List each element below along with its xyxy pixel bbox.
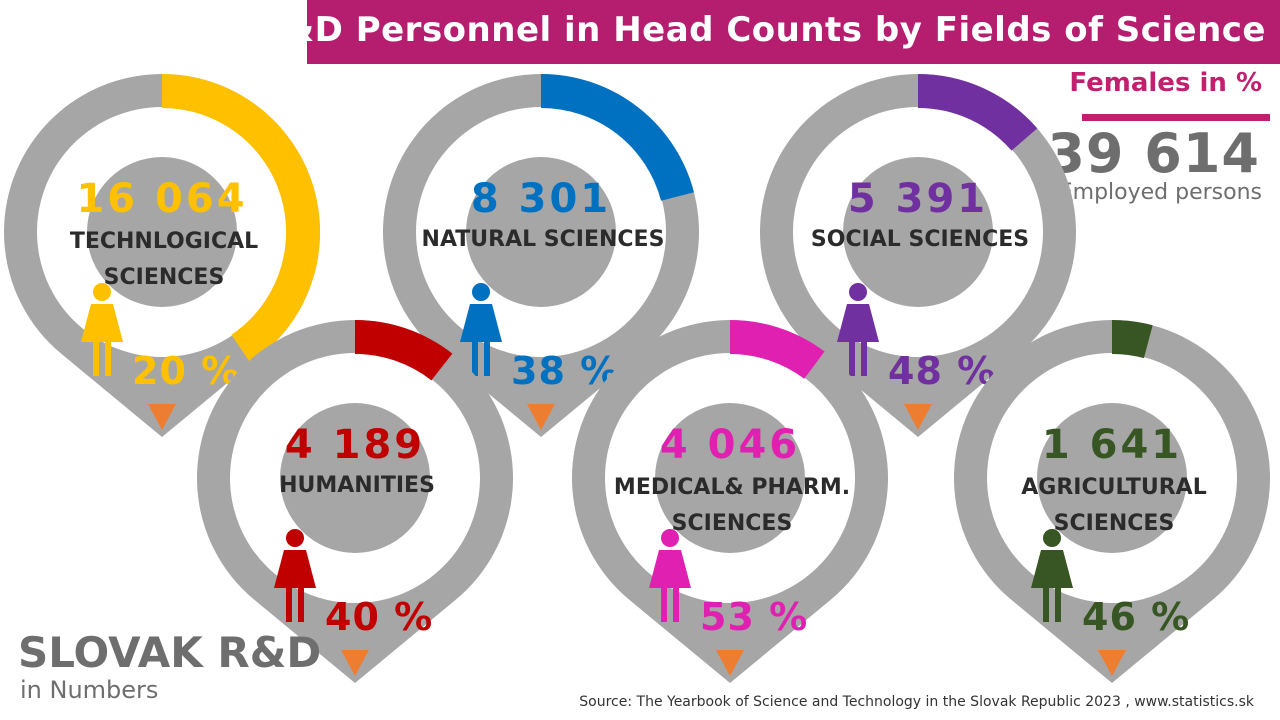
female-figure-icon [837, 283, 879, 376]
pin-pointer [341, 650, 369, 676]
field-label: SCIENCES [1054, 511, 1175, 536]
chart-title: R&D Personnel in Head Counts by Fields o… [257, 10, 1266, 50]
female-figure-icon [81, 283, 123, 376]
share-arc [729, 320, 825, 379]
field-count: 5 391 [848, 176, 988, 222]
total-employed-value: 39 614 [1047, 122, 1260, 185]
pin-pointer [1098, 650, 1126, 676]
pin-pointer [904, 404, 932, 430]
pin-hub [655, 403, 805, 553]
field-pin: 16 064 TECHNLOGICAL SCIENCES 20 % [3, 74, 321, 438]
female-percent: 48 % [888, 349, 996, 393]
title-bar: R&D Personnel in Head Counts by Fields o… [258, 0, 1280, 64]
source-note: Source: The Yearbook of Science and Tech… [579, 694, 1254, 710]
field-label: SCIENCES [672, 511, 793, 536]
legend-rule [1082, 114, 1270, 121]
pin-hub [843, 157, 993, 307]
field-label: MEDICAL& PHARM. [614, 475, 850, 500]
female-percent: 38 % [511, 349, 619, 393]
field-label: NATURAL SCIENCES [422, 227, 665, 252]
share-arc [917, 74, 1038, 151]
female-percent: 46 % [1082, 595, 1190, 639]
female-percent: 40 % [325, 595, 433, 639]
female-figure-icon [274, 529, 316, 622]
share-arc [161, 74, 321, 363]
female-figure-icon [460, 283, 502, 376]
field-count: 16 064 [76, 176, 247, 222]
pin-pointer [148, 404, 176, 430]
brand-title: SLOVAK R&D [18, 628, 322, 677]
field-count: 4 189 [285, 422, 425, 468]
field-label: TECHNLOGICAL [70, 229, 258, 254]
field-count: 8 301 [471, 176, 611, 222]
field-pin: 4 189 HUMANITIES 40 % [197, 320, 513, 683]
field-pin: 4 046 MEDICAL& PHARM. SCIENCES 53 % [572, 320, 888, 683]
field-pin: 5 391 SOCIAL SCIENCES 48 % [760, 74, 1076, 437]
field-pin: 1 641 AGRICULTURAL SCIENCES 46 % [953, 319, 1270, 683]
field-label: SOCIAL SCIENCES [811, 227, 1029, 252]
pin-hub [280, 403, 430, 553]
pin-hub [87, 157, 237, 307]
field-count: 1 641 [1042, 422, 1182, 468]
field-label: SCIENCES [104, 265, 225, 290]
pin-pointer [716, 650, 744, 676]
field-count: 4 046 [660, 422, 800, 468]
pin-hub [1037, 403, 1187, 553]
female-percent: 20 % [132, 349, 240, 393]
field-label: AGRICULTURAL [1021, 475, 1206, 500]
share-arc [540, 74, 694, 202]
field-pin: 8 301 NATURAL SCIENCES 38 % [383, 74, 699, 437]
female-figure-icon [649, 529, 691, 622]
share-arc [1111, 319, 1153, 359]
pin-hub [466, 157, 616, 307]
female-percent: 53 % [700, 595, 808, 639]
legend-label: Females in % [1069, 68, 1262, 98]
pin-pointer [527, 404, 555, 430]
share-arc [354, 320, 453, 381]
total-employed-label: Employed persons [1058, 180, 1262, 205]
field-label: HUMANITIES [279, 473, 435, 498]
brand-subtitle: in Numbers [20, 676, 159, 704]
female-figure-icon [1031, 529, 1073, 622]
